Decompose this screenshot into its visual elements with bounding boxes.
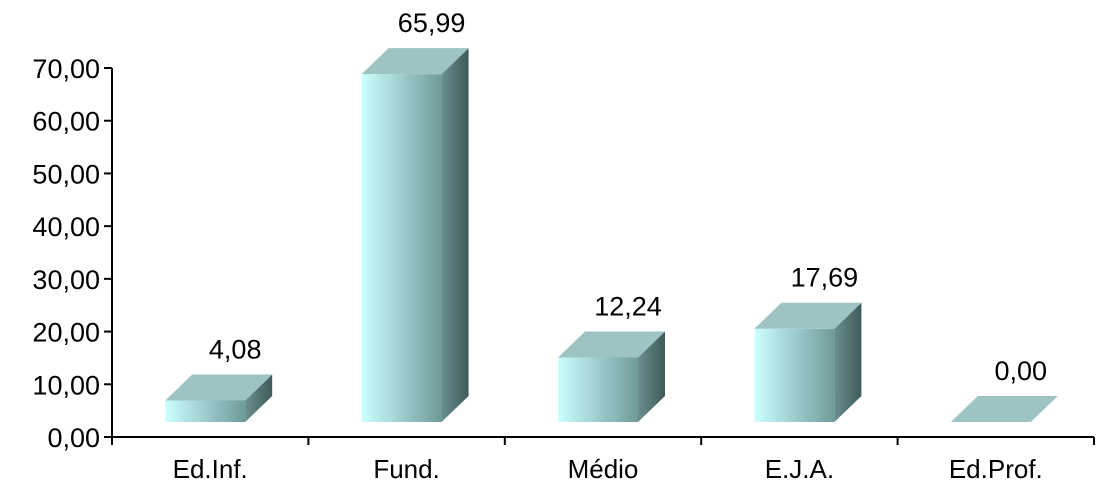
bars [165,48,1058,422]
data-labels: 4,08 65,99 12,24 17,69 0,00 [209,8,1047,386]
data-label: 17,69 [791,263,859,293]
bar-front [361,74,442,422]
bar-front [754,328,835,422]
y-tick-label: 50,00 [32,159,100,189]
bar-top [165,374,273,401]
bar-front [165,400,246,422]
bar-top [558,331,665,358]
bar [361,48,469,422]
y-tick-label: 60,00 [32,107,100,137]
bar-top [754,302,862,329]
y-tick-label: 0,00 [47,423,100,453]
data-label: 4,08 [209,334,262,364]
bar-top [361,48,469,75]
bar-side [245,374,273,422]
y-tick-label: 10,00 [32,370,100,400]
bar-top [950,396,1058,422]
data-label: 12,24 [594,291,662,321]
bar [165,374,273,422]
bar-front [558,357,638,422]
bar [950,396,1058,422]
bar [754,302,862,422]
x-tick-label: Ed.Prof. [949,454,1043,484]
y-tick-label: 40,00 [32,212,100,242]
bar-side [834,302,862,422]
bar-side [638,331,665,422]
bar-side [441,48,469,422]
bar [558,331,665,422]
x-tick-label: Médio [568,454,639,484]
x-axis: Ed.Inf. Fund. Médio E.J.A. Ed.Prof. [111,436,1095,484]
x-tick-label: Fund. [373,454,440,484]
y-tick-label: 20,00 [32,318,100,348]
y-tick-label: 30,00 [32,265,100,295]
y-axis: 0,00 10,00 20,00 30,00 40,00 50,00 60,00 70,00 [32,54,113,453]
y-tick-label: 70,00 [32,54,100,84]
x-tick-label: Ed.Inf. [173,454,248,484]
x-tick-label: E.J.A. [765,454,834,484]
data-label: 0,00 [995,356,1048,386]
data-label: 65,99 [398,8,466,38]
